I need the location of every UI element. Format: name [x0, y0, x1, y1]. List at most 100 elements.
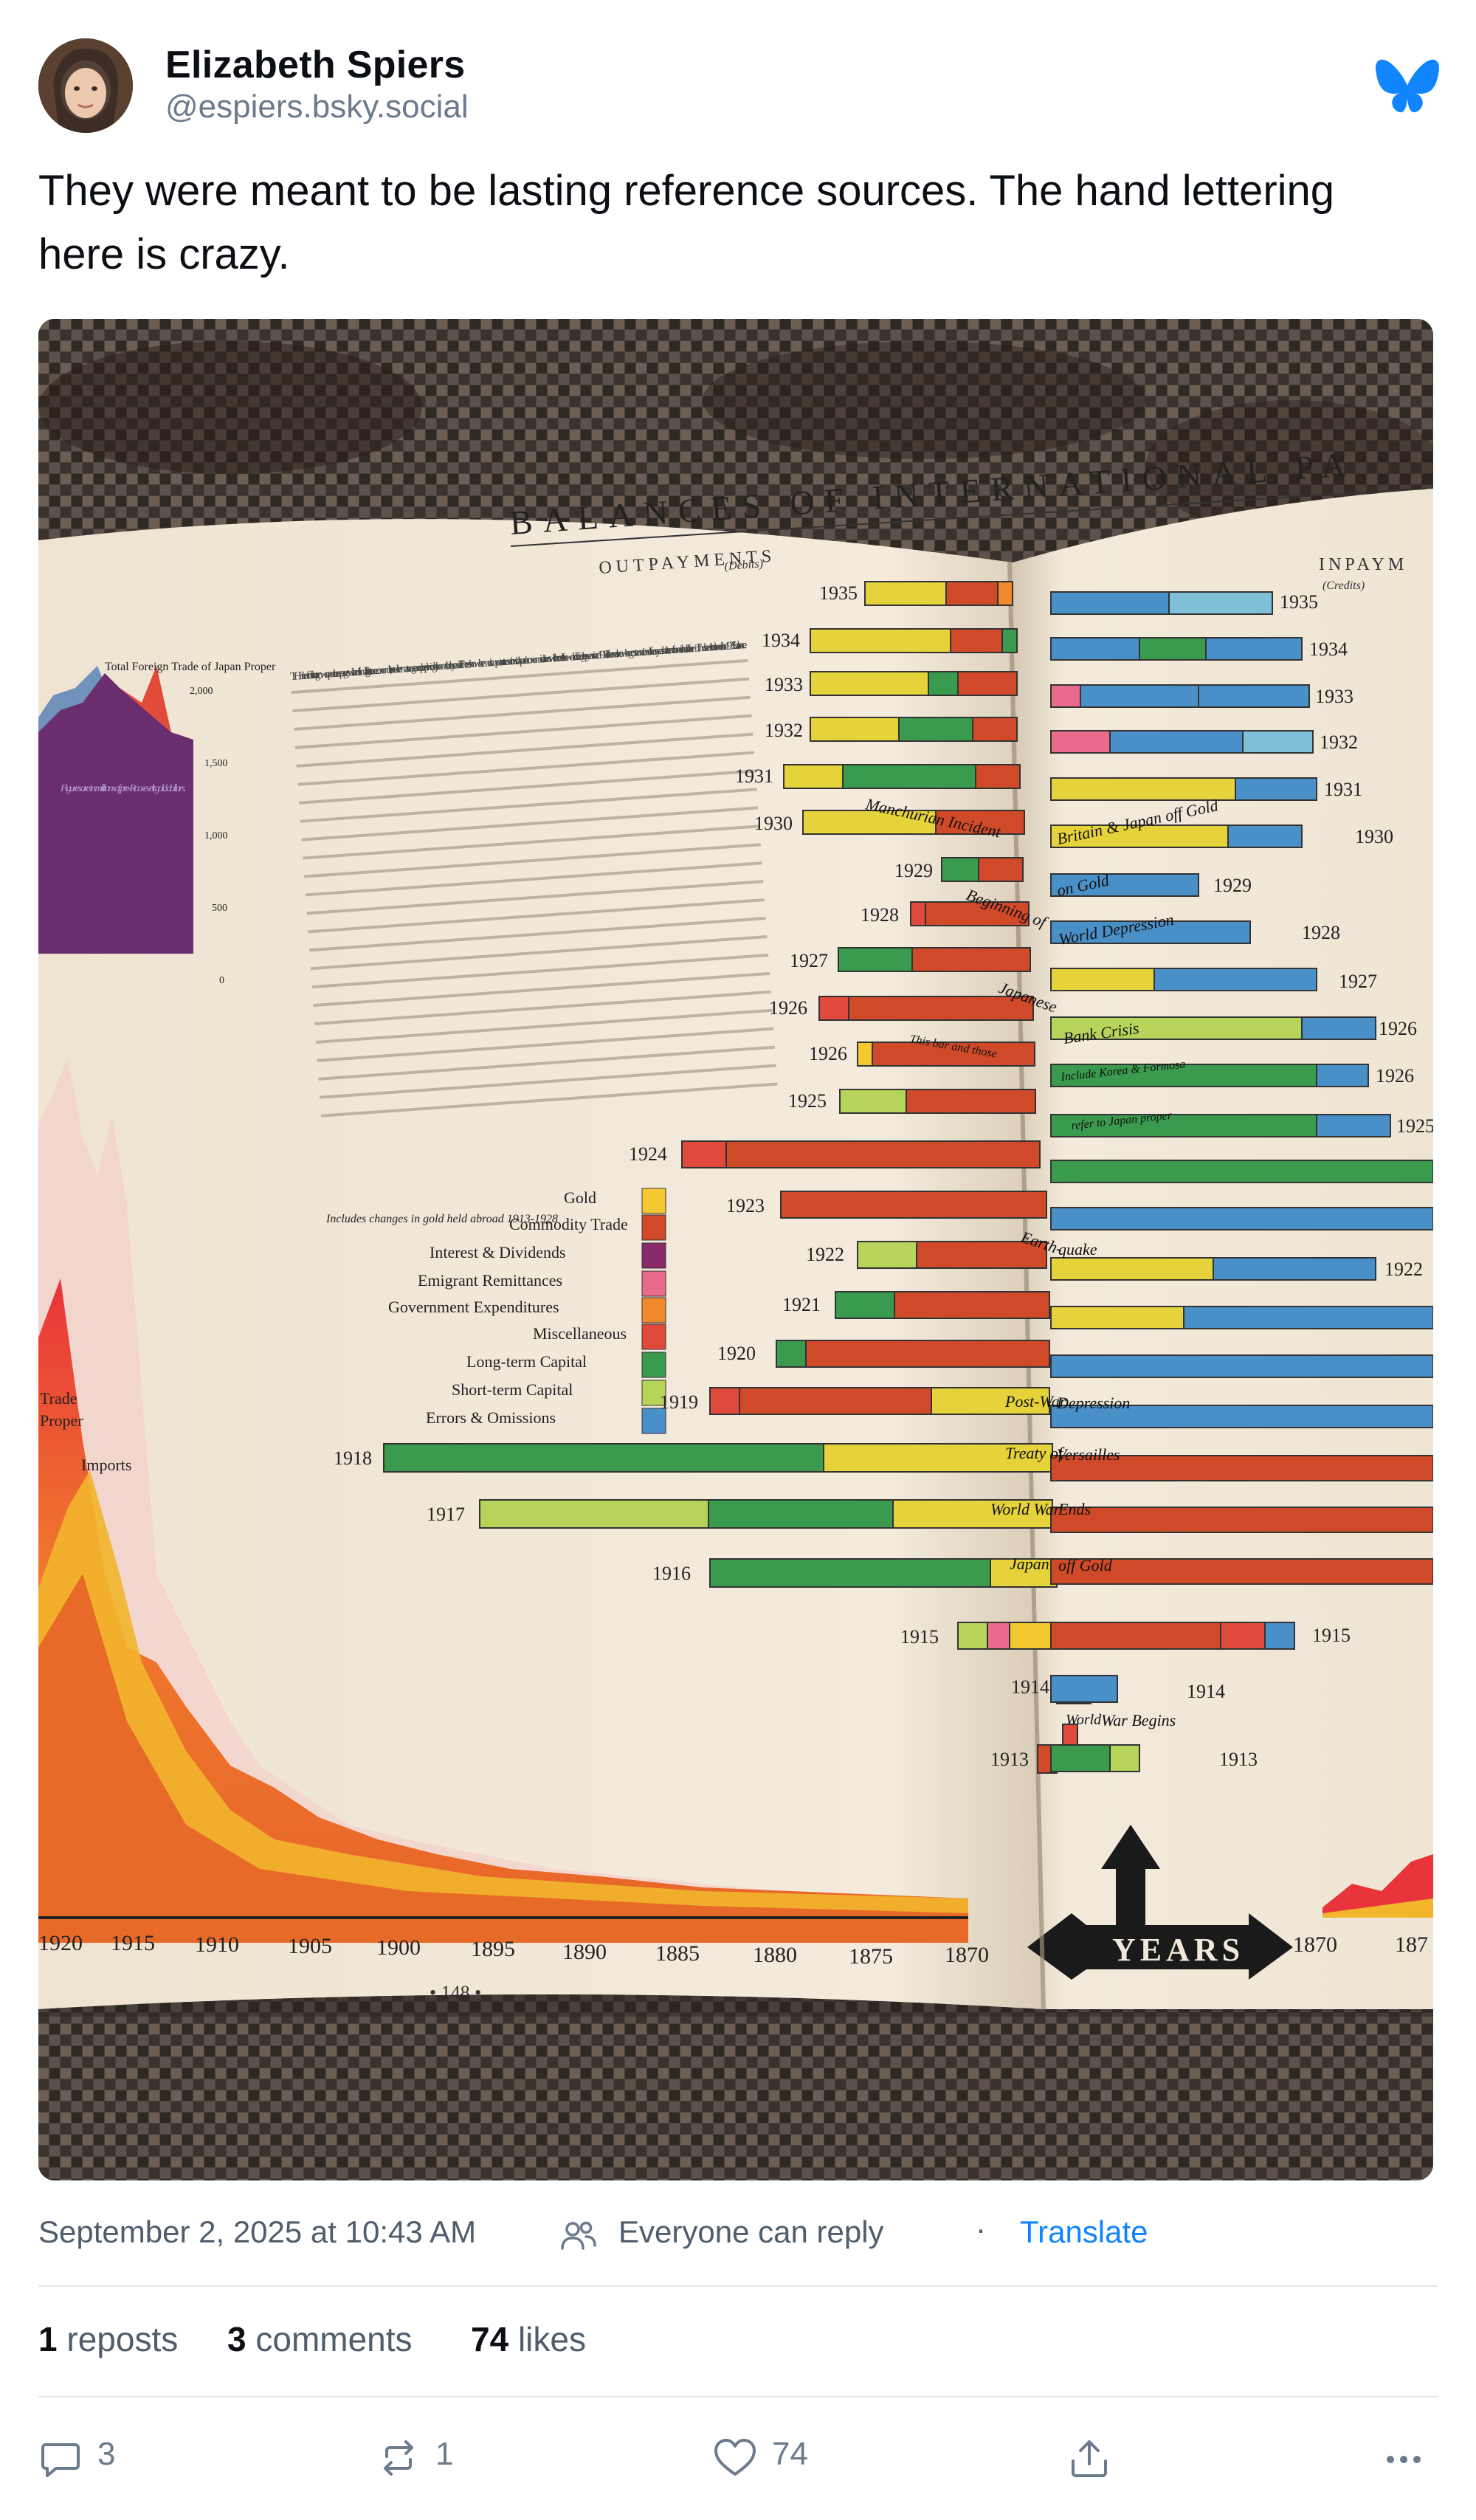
axis-year-label: 1885	[655, 1941, 700, 1966]
separator-dot: ·	[976, 2211, 986, 2246]
legend-label: Interest & Dividends	[430, 1243, 566, 1261]
axis-year-label: 1870	[945, 1943, 989, 1967]
small-chart-tick: 500	[212, 903, 227, 914]
bar-row-1920	[776, 1340, 1050, 1368]
divider	[38, 2396, 1438, 2397]
post-timestamp[interactable]: September 2, 2025 at 10:43 AM	[38, 2214, 477, 2249]
axis-year-label: 1915	[111, 1931, 155, 1955]
bar-annotation: World War	[990, 1500, 1061, 1518]
year-label: 1913	[1219, 1749, 1258, 1770]
year-label: 1935	[819, 582, 858, 604]
axis-year-label: 1920	[38, 1931, 83, 1955]
year-label: 1926	[769, 997, 807, 1019]
year-label: 1930	[1355, 826, 1393, 847]
post-meta: September 2, 2025 at 10:43 AM Everyone c…	[38, 2210, 1433, 2254]
bar-row-1921	[835, 1291, 1050, 1319]
heart-icon	[714, 2439, 756, 2476]
share-button[interactable]	[1067, 2428, 1119, 2488]
like-button[interactable]: 74	[713, 2428, 846, 2488]
year-label: 1920	[717, 1343, 756, 1364]
year-label: 1933	[765, 674, 803, 695]
year-label: 1928	[861, 904, 899, 926]
legend-label: Errors & Omissions	[426, 1408, 556, 1427]
year-label: 1933	[1315, 686, 1353, 707]
axis-year-label: 1880	[753, 1943, 797, 1967]
year-label: 1926	[1379, 1018, 1417, 1039]
year-label: 1915	[1312, 1625, 1351, 1646]
year-label: 1935	[1280, 591, 1318, 613]
like-count: 74	[772, 2436, 808, 2472]
axis-year-label: 1900	[376, 1935, 421, 1960]
bar-row-1924	[681, 1140, 1041, 1168]
reply-button[interactable]: 3	[38, 2428, 156, 2488]
bar-annotation: War Begins	[1101, 1711, 1176, 1729]
year-label: 1919	[660, 1391, 698, 1413]
bluesky-butterfly-icon[interactable]	[1374, 58, 1441, 117]
bar-annotation: World	[1066, 1712, 1102, 1728]
ellipsis-icon	[1387, 2456, 1421, 2463]
post-text: They were meant to be lasting reference …	[38, 167, 1335, 278]
bar-row-1933	[810, 671, 1018, 696]
year-label: 1925	[788, 1090, 827, 1112]
legend-label: Short-term Capital	[452, 1380, 573, 1399]
bar-row-1931	[783, 764, 1021, 789]
post-header: Elizabeth Spiers @espiers.bsky.social	[38, 38, 1441, 142]
year-label: 1927	[790, 950, 828, 971]
chart-label-trade: Trade	[40, 1389, 77, 1408]
bar-row-1917	[479, 1499, 1053, 1529]
year-label: 1915	[900, 1626, 939, 1648]
year-label: 1926	[1376, 1065, 1414, 1087]
legend-label: Miscellaneous	[533, 1324, 627, 1343]
axis-year-label: 1875	[849, 1944, 893, 1969]
bar-annotation: Post-War	[1004, 1392, 1066, 1411]
reposts-count: 1	[38, 2320, 58, 2358]
right-year-labels: 1935 1934 1933 1932 1931 1930 1929 1928 …	[1187, 591, 1433, 1770]
year-label: 1923	[726, 1195, 765, 1216]
share-icon	[1072, 2440, 1107, 2477]
legend: Gold Includes changes in gold held abroa…	[325, 1188, 666, 1434]
likes-count: 74	[471, 2320, 509, 2358]
small-chart-tick: 1,000	[204, 830, 228, 841]
year-label: 1925	[1396, 1115, 1433, 1137]
years-label: YEARS	[1112, 1932, 1244, 1968]
body-text: THE tree of color that grows upon these …	[290, 639, 778, 1118]
axis-year-label: 1905	[288, 1934, 332, 1958]
axis-year-label: 1890	[562, 1940, 607, 1964]
year-label: 1927	[1339, 971, 1377, 992]
author-name[interactable]: Elizabeth Spiers	[165, 44, 466, 86]
translate-link[interactable]: Translate	[1020, 2214, 1148, 2249]
small-chart-tick: 1,500	[204, 758, 228, 769]
bar-row-1928	[910, 901, 1030, 926]
small-chart-note: Figures are in millions of pre-Roosevelt…	[60, 783, 186, 794]
small-trade-chart: Total Foreign Trade of Japan Proper 2,00…	[38, 661, 276, 986]
year-label: 1926	[809, 1043, 847, 1064]
year-label: 1916	[652, 1563, 691, 1584]
year-label: 1932	[1320, 731, 1358, 753]
year-label: 1932	[765, 720, 803, 741]
likes-stat[interactable]: 74 likes	[471, 2319, 586, 2359]
bar-row-1918	[383, 1443, 1053, 1473]
right-subtitle-small: (Credits)	[1322, 579, 1365, 592]
more-options-button[interactable]	[1382, 2428, 1433, 2488]
post-image[interactable]: BALANCES OF INTERNATIONAL PA OUTPAYMENTS…	[38, 319, 1433, 2180]
reply-count: 3	[97, 2436, 116, 2472]
comments-count: 3	[227, 2320, 246, 2358]
axis-year-label: 1895	[471, 1937, 515, 1961]
year-label: 1918	[334, 1447, 372, 1469]
bar-row-1919	[709, 1387, 1050, 1415]
legend-label: Gold	[564, 1188, 596, 1207]
repost-button[interactable]: 1	[376, 2428, 494, 2488]
avatar[interactable]	[38, 38, 133, 133]
year-label: 1914	[1011, 1676, 1049, 1698]
repost-icon	[384, 2440, 413, 2476]
reposts-stat[interactable]: 1 reposts	[38, 2319, 178, 2359]
year-label: 1924	[629, 1143, 667, 1165]
author-handle[interactable]: @espiers.bsky.social	[165, 89, 469, 125]
comments-stat[interactable]: 3 comments	[227, 2319, 413, 2359]
year-label: 1921	[782, 1294, 821, 1315]
bar-row-1927	[838, 947, 1031, 972]
year-label: 1922	[1384, 1259, 1423, 1280]
likes-label: likes	[517, 2320, 586, 2358]
bar-annotation: Ends	[1058, 1500, 1091, 1518]
